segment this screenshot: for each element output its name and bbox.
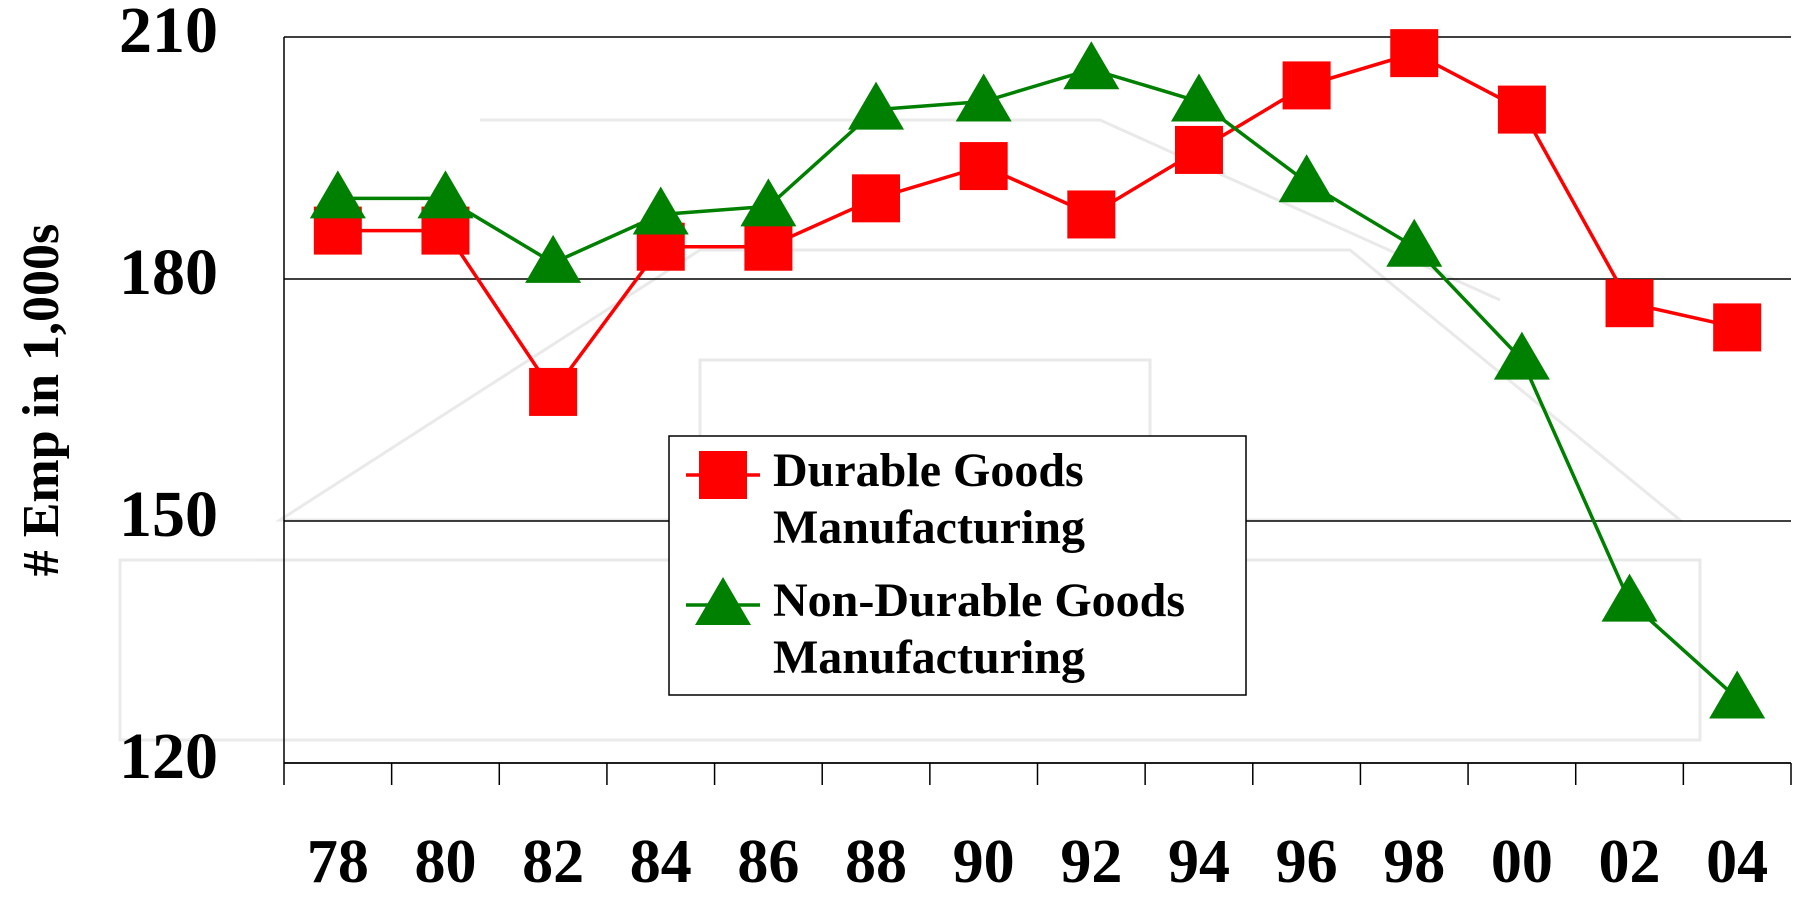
marker [1709,670,1766,719]
x-tick-label: 98 [1383,828,1445,896]
x-tick-label: 94 [1168,828,1230,896]
x-tick-label: 96 [1276,828,1338,896]
y-tick-label: 180 [119,236,218,309]
x-tick-label: 86 [737,828,799,896]
marker [1713,303,1762,352]
marker [1278,154,1335,203]
legend-label-line: Manufacturing [773,631,1085,684]
marker [529,367,578,416]
marker [417,170,474,219]
marker [1601,573,1658,622]
legend-label: Durable Goods Manufacturing [773,444,1085,554]
marker [1174,125,1223,174]
marker [1170,73,1227,122]
y-tick-label: 210 [119,0,218,67]
marker [955,73,1012,122]
marker [740,178,797,227]
x-tick-label: 02 [1599,828,1661,896]
x-tick-label: 78 [307,828,369,896]
marker [1067,190,1116,239]
y-tick-label: 120 [119,720,218,793]
legend-label-line: Durable Goods [773,444,1084,497]
marker [848,81,905,130]
marker [309,170,366,219]
x-tick-label: 82 [522,828,584,896]
legend-label-line: Non-Durable Goods [773,574,1185,627]
x-tick-label: 92 [1060,828,1122,896]
x-tick-label: 00 [1491,828,1553,896]
marker [1493,331,1550,380]
marker [1282,61,1331,110]
marker [1390,29,1439,78]
legend-marker [699,451,747,499]
legend-label: Non-Durable Goods Manufacturing [773,574,1185,684]
marker [744,222,793,271]
marker [1063,41,1120,90]
y-tick-label: 150 [119,478,218,551]
marker [632,186,689,235]
legend-box [668,435,1247,696]
y-axis-title: # Emp in 1,000s [13,224,70,577]
x-tick-label: 04 [1706,828,1768,896]
legend-marker [695,577,751,625]
line [337,67,1739,700]
marker [852,174,901,223]
marker [525,234,582,283]
x-tick-label: 90 [953,828,1015,896]
marker [959,142,1008,191]
marker [1497,85,1546,134]
marker [1605,279,1654,328]
x-tick-label: 84 [630,828,692,896]
marker [1386,218,1443,267]
x-tick-label: 88 [845,828,907,896]
legend-label-line: Manufacturing [773,501,1085,554]
x-tick-label: 80 [414,828,476,896]
